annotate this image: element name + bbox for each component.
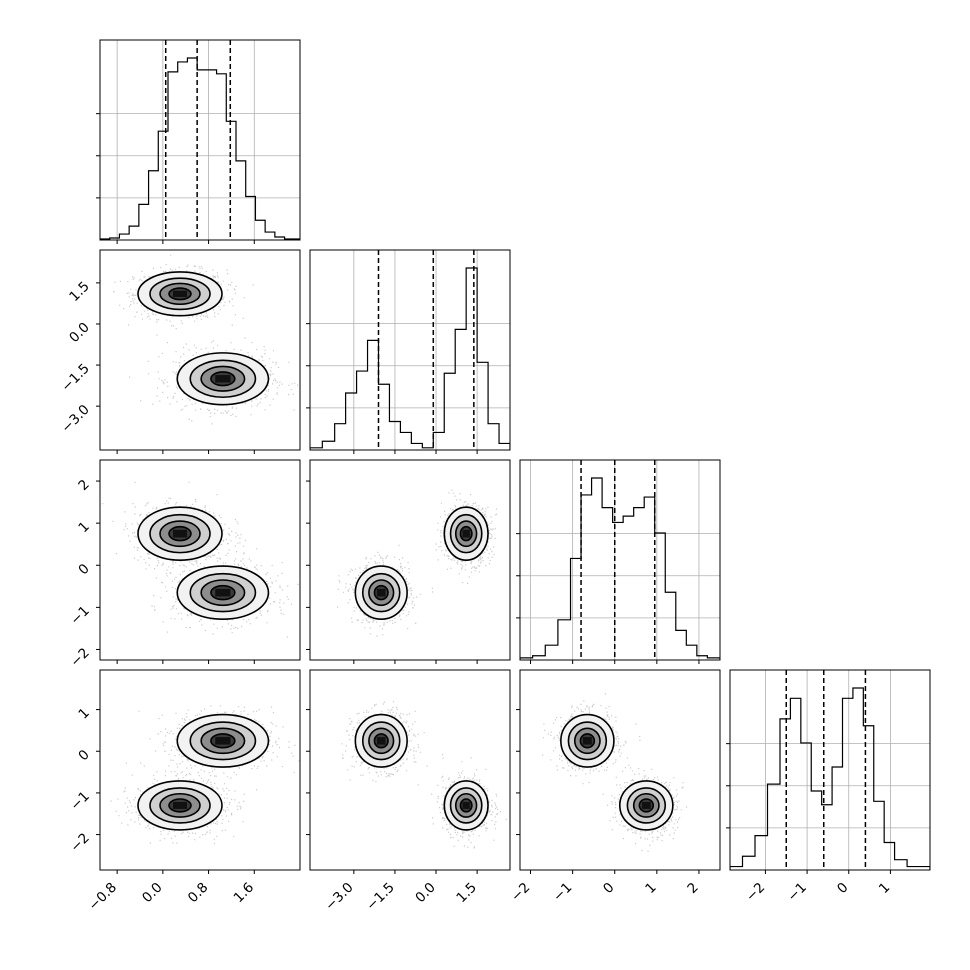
density-core-1 [215, 375, 231, 383]
panel-content [341, 701, 507, 849]
histogram-panel-3: −2 −1 0 1 [726, 669, 931, 905]
density-core-0 [462, 529, 470, 538]
y-tick-label-3-0: −2 [67, 830, 92, 855]
y-tick-label-1-1: −1.5 [58, 361, 92, 395]
density-core-1 [376, 588, 386, 597]
x-tick-label-1-1: −1.5 [363, 880, 397, 914]
scatter-panel-0-3: −0.8 0.0 0.8 1.6 −2 −1 0 1 [67, 669, 301, 914]
density-core-1 [582, 737, 592, 745]
histogram-step-2 [520, 477, 720, 660]
panel-frame [309, 669, 511, 871]
y-tick-label-2-1: −1 [67, 603, 92, 628]
x-tick-label-0-1: 0.0 [139, 880, 166, 907]
panel-content [110, 705, 300, 845]
scatter-points [542, 693, 688, 852]
x-tick-label-0-0: −0.8 [85, 880, 119, 914]
x-tick-label-2-2: 0 [600, 880, 617, 897]
panel-frame [99, 669, 301, 871]
y-tick-label-2-0: −2 [67, 645, 92, 670]
x-tick-label-3-3: 1 [876, 880, 893, 897]
y-tick-label-2-3: 1 [75, 519, 92, 536]
panel-content [100, 254, 299, 425]
density-core-0 [641, 801, 651, 809]
panel-frame [519, 669, 721, 871]
y-tick-label-1-2: 0.0 [66, 319, 93, 346]
y-tick-label-3-3: 1 [75, 705, 92, 722]
density-core-0 [173, 529, 187, 538]
histogram-step-0 [100, 57, 300, 240]
panel-content [730, 670, 930, 870]
x-tick-label-2-3: 1 [642, 880, 659, 897]
x-tick-label-1-2: 0.0 [412, 880, 439, 907]
y-tick-label-2-2: 0 [75, 561, 92, 578]
density-core-1 [376, 737, 386, 745]
y-tick-label-1-0: −3.0 [58, 402, 92, 436]
panel-frame [309, 249, 511, 451]
density-core-1 [215, 588, 231, 597]
density-core-0 [173, 290, 187, 297]
histogram-panel-2 [516, 459, 721, 664]
x-tick-label-1-0: −3.0 [322, 880, 356, 914]
panel-frame [519, 459, 721, 661]
histogram-panel-0 [96, 39, 301, 244]
scatter-panel-2-3: −2 −1 0 1 2 [508, 669, 721, 905]
scatter-panel-1-2 [306, 459, 511, 664]
panel-content [102, 481, 299, 638]
scatter-panel-0-1: −3.0 −1.5 0.0 1.5 [58, 249, 301, 454]
x-tick-label-2-1: −1 [550, 880, 575, 905]
scatter-panel-0-2: −2 −1 0 1 2 [67, 459, 301, 670]
x-tick-label-2-0: −2 [508, 880, 533, 905]
panel-content [542, 693, 688, 852]
histogram-panel-1 [306, 249, 511, 454]
panel-content [520, 460, 720, 660]
x-tick-label-3-0: −2 [743, 880, 768, 905]
panel-frame [309, 459, 511, 661]
x-tick-label-0-2: 0.8 [185, 880, 212, 907]
y-tick-label-2-4: 2 [75, 477, 92, 494]
panel-content [310, 250, 510, 450]
histogram-step-3 [730, 687, 930, 870]
panel-frame [99, 459, 301, 661]
scatter-panel-1-3: −3.0 −1.5 0.0 1.5 [306, 669, 511, 914]
x-tick-label-3-2: 0 [834, 880, 851, 897]
x-tick-label-3-1: −1 [785, 880, 810, 905]
panel-content [336, 489, 498, 637]
y-tick-label-3-1: −1 [67, 788, 92, 813]
panel-frame [99, 39, 301, 241]
x-tick-label-1-3: 1.5 [453, 880, 480, 907]
x-tick-label-0-3: 1.6 [231, 880, 258, 907]
x-tick-label-2-4: 2 [684, 880, 701, 897]
panel-content [100, 40, 300, 240]
density-core-0 [173, 801, 187, 809]
y-tick-label-1-3: 1.5 [66, 278, 93, 305]
histogram-step-1 [310, 267, 510, 450]
density-core-0 [462, 801, 470, 809]
panel-frame [729, 669, 931, 871]
y-tick-label-3-2: 0 [75, 747, 92, 764]
panel-frame [99, 249, 301, 451]
density-core-1 [215, 737, 231, 745]
